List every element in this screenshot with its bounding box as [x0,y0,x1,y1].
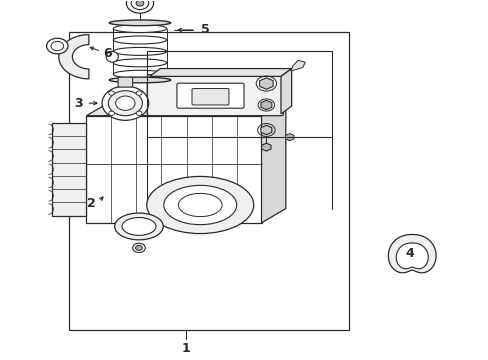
Circle shape [136,91,142,95]
Text: 1: 1 [182,342,190,355]
Circle shape [108,91,142,116]
Polygon shape [281,68,291,114]
Circle shape [51,41,63,51]
Circle shape [136,111,142,116]
Polygon shape [387,234,435,273]
Ellipse shape [178,193,222,217]
Text: 3: 3 [74,97,82,110]
Text: 5: 5 [201,23,209,36]
Polygon shape [59,35,89,79]
Circle shape [136,0,143,6]
Bar [147,51,331,137]
Ellipse shape [113,36,166,44]
Polygon shape [52,123,86,216]
Text: 6: 6 [103,47,111,60]
Circle shape [131,0,148,10]
FancyBboxPatch shape [118,77,132,87]
Ellipse shape [113,24,166,32]
Polygon shape [86,102,285,116]
Text: 4: 4 [405,247,413,260]
FancyBboxPatch shape [192,89,228,105]
Circle shape [46,38,68,54]
Polygon shape [395,243,427,269]
Polygon shape [290,60,305,71]
Circle shape [108,91,114,95]
Ellipse shape [113,48,166,55]
Circle shape [108,111,114,116]
Ellipse shape [146,176,253,234]
Polygon shape [261,102,285,223]
Circle shape [126,0,153,13]
FancyBboxPatch shape [177,83,244,108]
Ellipse shape [106,51,118,62]
Ellipse shape [113,59,166,67]
FancyBboxPatch shape [147,75,283,116]
Ellipse shape [163,185,236,225]
Circle shape [116,96,135,111]
Polygon shape [86,116,261,223]
Ellipse shape [122,217,156,235]
Bar [69,32,348,330]
Text: 2: 2 [87,197,96,210]
Ellipse shape [113,70,166,78]
Circle shape [102,86,148,120]
Polygon shape [149,68,291,76]
Ellipse shape [109,20,170,26]
Ellipse shape [115,213,163,240]
Circle shape [132,243,145,252]
Circle shape [135,246,142,250]
Ellipse shape [109,77,170,83]
